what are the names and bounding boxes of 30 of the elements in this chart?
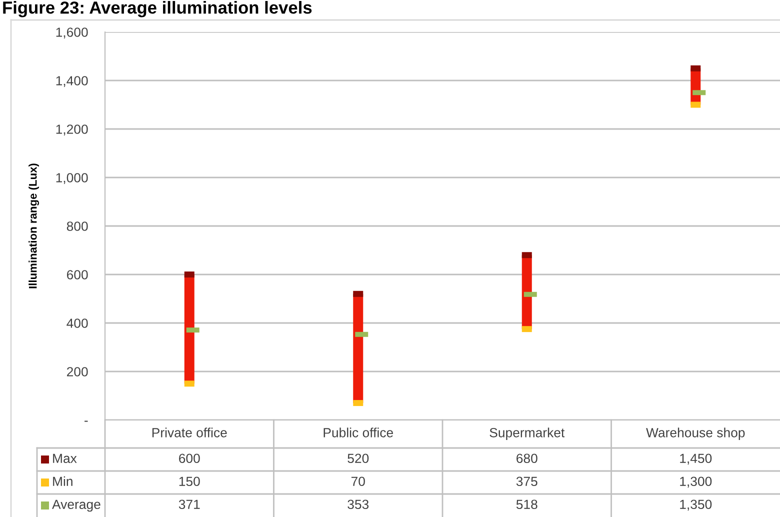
data-label: 680 — [516, 454, 538, 464]
x-tick-label: Private office — [152, 428, 227, 438]
y-tick-label: 800 — [66, 222, 88, 231]
data-label: 1,300 — [680, 476, 712, 488]
x-tick-label: Public office — [324, 428, 393, 438]
y-tick-label: 1,200 — [56, 124, 88, 136]
data-label: 1,450 — [680, 454, 712, 465]
data-label: 150 — [179, 476, 200, 486]
y-tick-label: 1,000 — [56, 173, 88, 184]
legend-label: Min — [53, 476, 72, 486]
y-tick-label: 1,400 — [56, 76, 88, 87]
y-tick-label: 1,600 — [56, 28, 88, 38]
data-label: 375 — [516, 476, 538, 486]
data-label: 1,350 — [680, 500, 712, 511]
y-axis-title: Illumination range (Lux) — [28, 164, 39, 288]
y-tick-label: - — [84, 420, 88, 422]
x-tick-label: Warehouse shop — [646, 428, 745, 440]
data-label: 518 — [516, 500, 538, 510]
y-tick-label: 200 — [66, 367, 88, 376]
data-label: 520 — [348, 454, 369, 464]
legend-label: Max — [53, 454, 77, 464]
data-label: 353 — [348, 500, 369, 510]
data-label: 600 — [179, 454, 200, 464]
x-tick-label: Supermarket — [490, 428, 565, 440]
data-label: 371 — [178, 500, 200, 510]
legend-label: Average — [52, 500, 100, 512]
data-label: 70 — [351, 476, 365, 486]
y-tick-label: 400 — [66, 318, 88, 328]
chart-title: Figure 23: Average illumination levels — [3, 1, 312, 18]
y-tick-label: 600 — [66, 270, 88, 280]
